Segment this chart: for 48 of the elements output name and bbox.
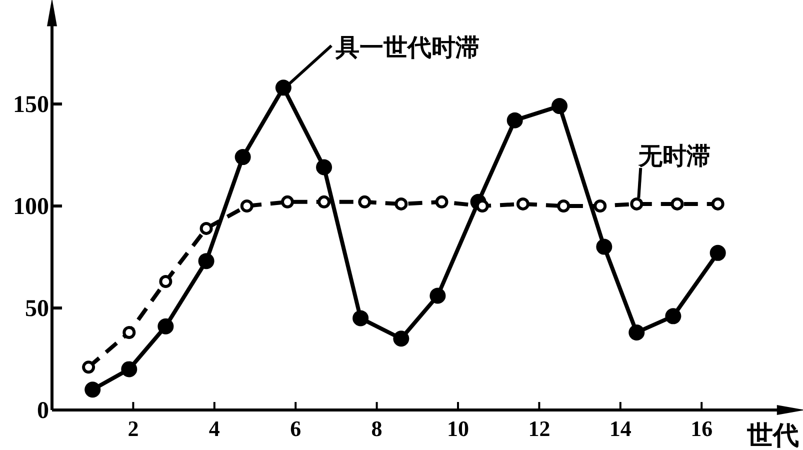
point bbox=[557, 200, 570, 212]
x-tick-label: 2 bbox=[128, 416, 139, 441]
point bbox=[240, 200, 254, 212]
point bbox=[552, 98, 568, 114]
x-tick-label: 14 bbox=[609, 416, 632, 441]
point bbox=[200, 222, 213, 235]
x-tick-label: 4 bbox=[208, 416, 220, 441]
point bbox=[665, 308, 682, 324]
point bbox=[121, 361, 138, 378]
y-tick-label: 100 bbox=[13, 194, 49, 220]
point bbox=[84, 382, 101, 398]
point bbox=[430, 288, 446, 304]
x-tick-label: 6 bbox=[290, 416, 302, 441]
point bbox=[275, 80, 292, 96]
point bbox=[198, 253, 214, 270]
point bbox=[670, 197, 684, 210]
y-tick-label: 150 bbox=[13, 92, 49, 118]
y-tick-label: 50 bbox=[25, 296, 49, 322]
x-tick-label: 8 bbox=[371, 416, 382, 441]
point bbox=[516, 197, 530, 210]
point bbox=[710, 244, 726, 261]
legend-label: 具一世代时滞 bbox=[334, 34, 480, 62]
x-tick-label: 10 bbox=[447, 416, 469, 441]
point bbox=[628, 324, 645, 340]
point bbox=[630, 197, 644, 210]
point bbox=[394, 197, 408, 210]
point bbox=[393, 330, 410, 347]
point bbox=[280, 195, 294, 208]
point bbox=[234, 149, 251, 166]
point bbox=[158, 318, 174, 334]
point bbox=[352, 310, 369, 326]
point bbox=[318, 195, 331, 208]
point bbox=[122, 326, 136, 339]
point bbox=[711, 197, 724, 210]
point bbox=[476, 200, 489, 212]
point bbox=[594, 200, 607, 212]
point bbox=[506, 112, 523, 128]
series-label: 无时滞 bbox=[638, 142, 711, 170]
x-tick-label: 12 bbox=[528, 416, 550, 441]
point bbox=[435, 195, 448, 208]
y-tick-label: 0 bbox=[37, 398, 49, 424]
point bbox=[358, 195, 372, 208]
x-tick-label: 16 bbox=[690, 416, 713, 441]
point bbox=[316, 159, 332, 176]
point bbox=[596, 238, 612, 255]
point bbox=[82, 360, 96, 374]
x-axis-title: 世代 bbox=[746, 421, 799, 450]
point bbox=[159, 274, 172, 288]
